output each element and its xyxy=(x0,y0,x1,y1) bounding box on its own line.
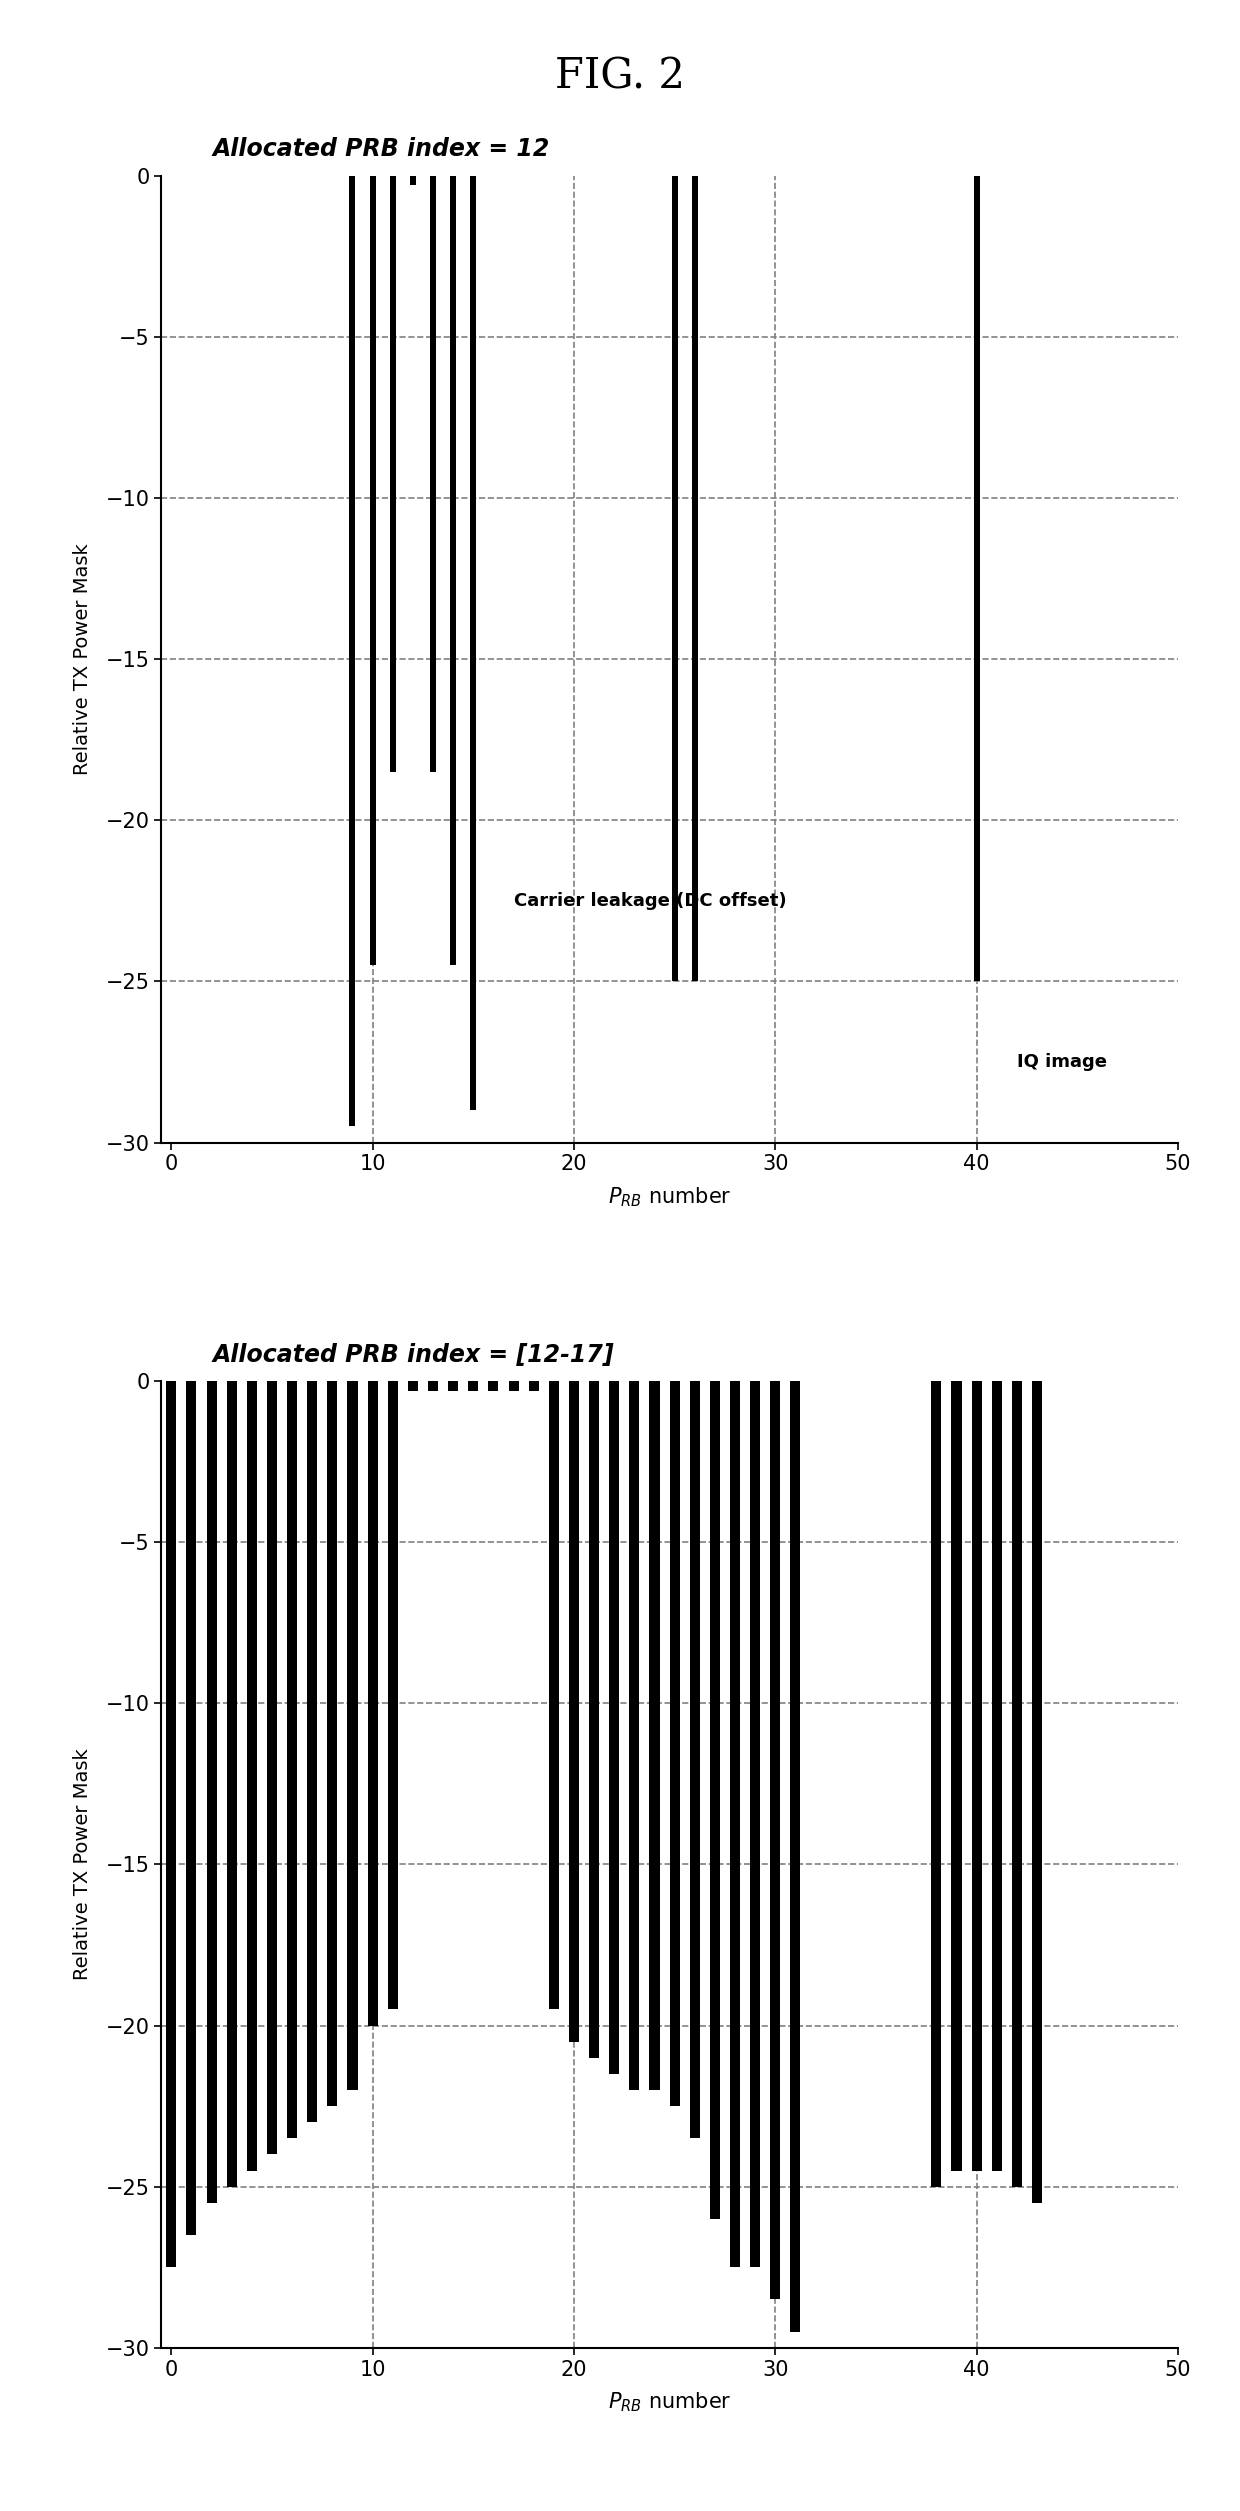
Bar xyxy=(166,1381,176,2267)
Bar xyxy=(650,1381,660,2089)
Bar xyxy=(569,1381,579,2041)
Bar xyxy=(1032,1381,1042,2202)
Bar xyxy=(508,1381,518,1391)
Bar xyxy=(672,176,677,982)
Bar xyxy=(389,176,396,771)
Bar xyxy=(790,1381,801,2333)
Bar xyxy=(730,1381,740,2267)
Bar xyxy=(992,1381,1002,2170)
Bar xyxy=(388,1381,398,2009)
Y-axis label: Relative TX Power Mask: Relative TX Power Mask xyxy=(72,1748,92,1981)
Bar xyxy=(350,176,356,1127)
Bar xyxy=(408,1381,418,1391)
Bar xyxy=(470,176,476,1110)
Bar xyxy=(186,1381,196,2235)
Text: Carrier leakage (DC offset): Carrier leakage (DC offset) xyxy=(513,891,786,909)
Bar xyxy=(549,1381,559,2009)
Bar xyxy=(973,176,980,982)
Y-axis label: Relative TX Power Mask: Relative TX Power Mask xyxy=(72,542,92,776)
Bar xyxy=(709,1381,720,2220)
X-axis label: $P_{RB}$ number: $P_{RB}$ number xyxy=(608,1185,732,1208)
Bar xyxy=(750,1381,760,2267)
Bar xyxy=(286,1381,298,2139)
Bar xyxy=(589,1381,599,2057)
Text: Allocated PRB index = 12: Allocated PRB index = 12 xyxy=(212,138,549,161)
Bar xyxy=(227,1381,237,2187)
Bar xyxy=(972,1381,982,2170)
Bar xyxy=(207,1381,217,2202)
Text: FIG. 2: FIG. 2 xyxy=(556,55,684,98)
Text: Allocated PRB index = [12-17]: Allocated PRB index = [12-17] xyxy=(212,1343,614,1366)
Bar xyxy=(410,176,415,186)
Bar xyxy=(347,1381,357,2089)
Bar xyxy=(528,1381,538,1391)
Bar xyxy=(450,176,456,964)
Bar xyxy=(630,1381,640,2089)
X-axis label: $P_{RB}$ number: $P_{RB}$ number xyxy=(608,2390,732,2413)
Bar xyxy=(689,1381,699,2139)
Bar xyxy=(1012,1381,1022,2187)
Text: IQ image: IQ image xyxy=(1017,1052,1107,1072)
Bar xyxy=(951,1381,961,2170)
Bar xyxy=(469,1381,479,1391)
Bar xyxy=(670,1381,680,2107)
Bar xyxy=(327,1381,337,2107)
Bar xyxy=(428,1381,438,1391)
Bar xyxy=(267,1381,277,2154)
Bar xyxy=(770,1381,780,2300)
Bar xyxy=(370,176,376,964)
Bar xyxy=(430,176,436,771)
Bar xyxy=(692,176,698,982)
Bar xyxy=(367,1381,378,2026)
Bar xyxy=(247,1381,257,2170)
Bar xyxy=(931,1381,941,2187)
Bar xyxy=(489,1381,498,1391)
Bar xyxy=(609,1381,619,2074)
Bar xyxy=(448,1381,459,1391)
Bar xyxy=(308,1381,317,2122)
